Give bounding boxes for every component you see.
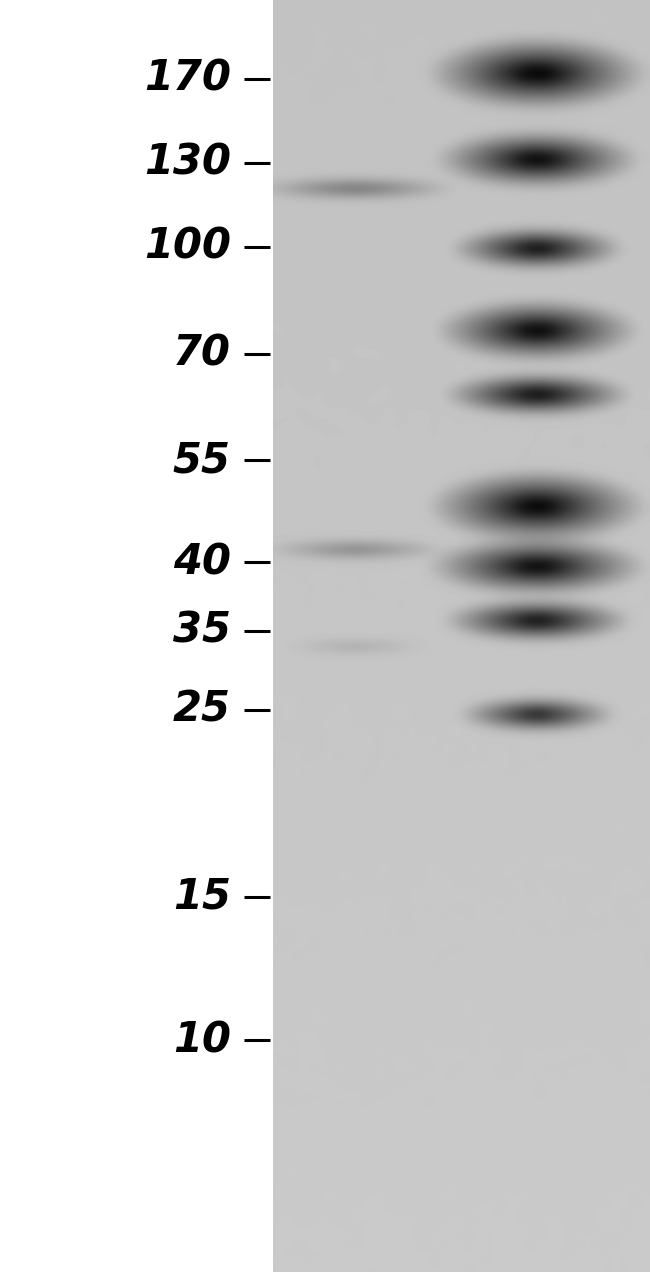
Text: 35: 35 — [173, 609, 231, 653]
Text: 40: 40 — [173, 541, 231, 584]
Text: 100: 100 — [144, 225, 231, 268]
Text: 55: 55 — [173, 439, 231, 482]
Text: 170: 170 — [144, 57, 231, 100]
Text: 70: 70 — [173, 332, 231, 375]
Text: 130: 130 — [144, 141, 231, 184]
Bar — [0, 0, 273, 1272]
Text: 10: 10 — [173, 1019, 231, 1062]
Text: 15: 15 — [173, 875, 231, 918]
Text: 25: 25 — [173, 688, 231, 731]
